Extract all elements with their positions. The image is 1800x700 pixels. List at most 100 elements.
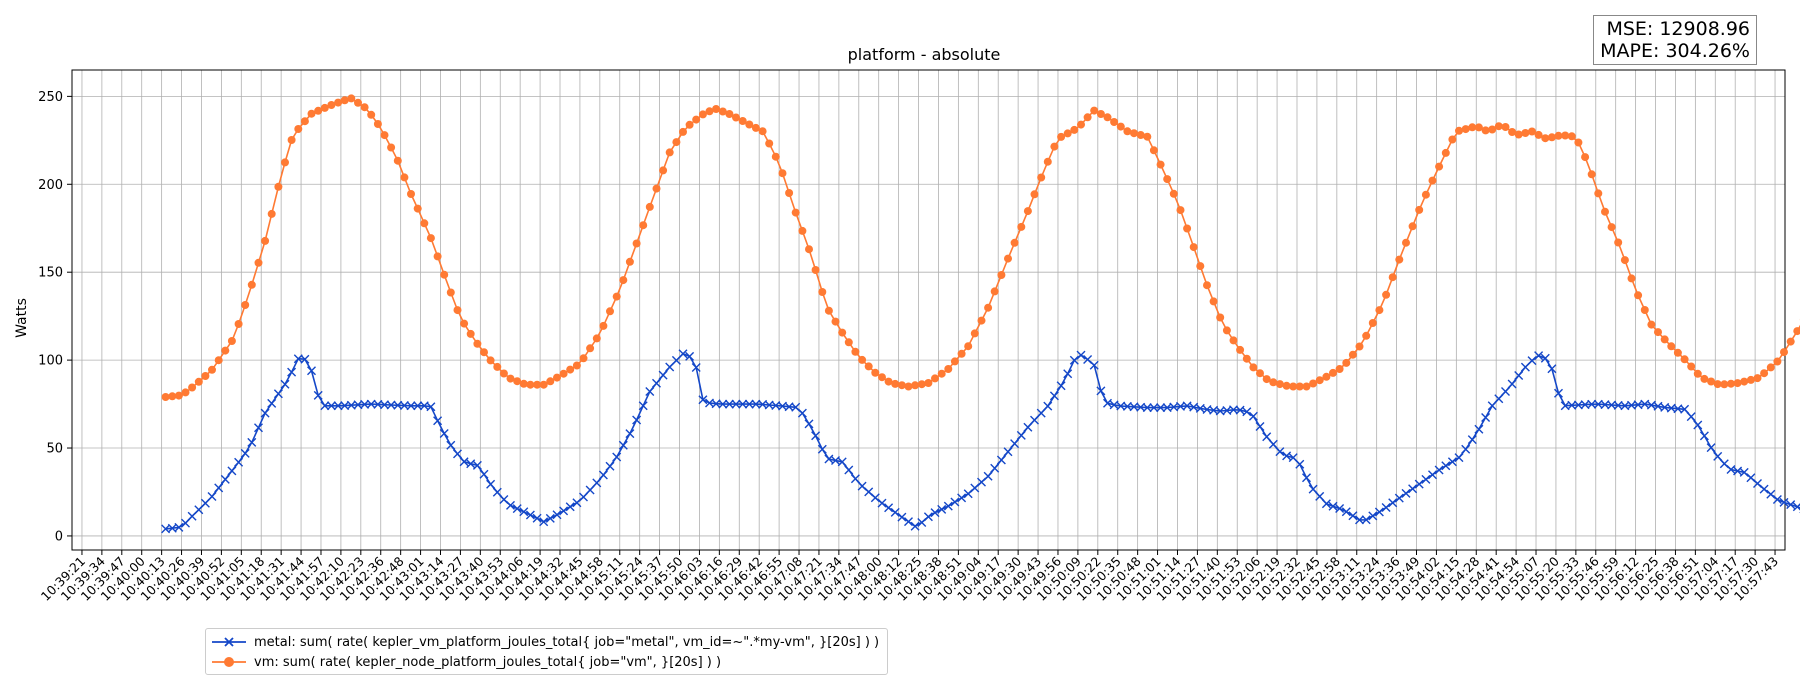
data-point — [1236, 345, 1245, 354]
data-point — [1441, 461, 1451, 471]
data-point — [1229, 336, 1238, 345]
data-point — [466, 459, 476, 469]
grid-lines — [72, 70, 1785, 550]
data-point — [1289, 382, 1298, 391]
data-point — [1401, 488, 1411, 498]
data-point — [333, 401, 343, 411]
data-point — [1142, 403, 1152, 413]
data-point — [1779, 497, 1789, 507]
data-point — [1036, 408, 1046, 418]
data-point — [910, 521, 920, 531]
data-point — [261, 236, 270, 245]
data-point — [838, 328, 847, 337]
data-point — [1216, 313, 1225, 322]
data-point — [605, 461, 615, 471]
data-point — [1620, 256, 1629, 265]
data-point — [1295, 382, 1304, 391]
data-point — [1693, 369, 1702, 378]
data-point — [1037, 173, 1046, 182]
data-point — [453, 306, 462, 315]
data-point — [950, 497, 960, 507]
data-point — [241, 301, 250, 309]
data-point — [1528, 127, 1536, 136]
data-point — [513, 377, 522, 386]
data-point — [1381, 503, 1391, 512]
data-point — [877, 498, 887, 508]
data-point — [1302, 382, 1311, 391]
y-tick-label: 250 — [38, 90, 63, 105]
data-point — [612, 292, 621, 301]
data-point — [1322, 372, 1331, 381]
data-point — [858, 355, 867, 364]
data-point — [1540, 353, 1550, 363]
data-point — [1547, 364, 1557, 374]
data-point — [1733, 379, 1742, 388]
data-point — [579, 354, 588, 363]
data-point — [983, 471, 993, 481]
data-point — [725, 110, 734, 118]
data-point — [1309, 379, 1318, 388]
data-point — [1050, 142, 1059, 151]
data-point — [1461, 444, 1471, 454]
data-point — [267, 209, 276, 218]
data-point — [837, 457, 847, 467]
data-point — [665, 148, 674, 157]
data-point — [1740, 377, 1749, 386]
data-point — [1004, 254, 1012, 263]
data-point — [957, 493, 967, 503]
data-point — [1149, 403, 1159, 413]
data-point — [1501, 387, 1510, 396]
data-point — [744, 399, 754, 409]
data-point — [824, 306, 833, 315]
data-point — [393, 400, 403, 410]
data-point — [1016, 430, 1026, 440]
data-point — [1096, 386, 1106, 396]
data-point — [831, 456, 840, 465]
data-point — [691, 363, 701, 372]
data-point — [360, 103, 369, 112]
data-point — [698, 395, 708, 405]
data-point — [731, 399, 741, 409]
data-point — [1501, 123, 1510, 131]
data-point — [870, 493, 880, 503]
data-point — [1189, 243, 1198, 252]
data-point — [1043, 401, 1053, 411]
data-point — [1481, 413, 1491, 422]
legend-item-metal: metal: sum( rate( kepler_vm_platform_jou… — [212, 632, 879, 652]
data-point — [181, 518, 190, 528]
data-point — [1448, 135, 1457, 144]
data-point — [1587, 399, 1597, 409]
data-point — [771, 152, 780, 161]
data-point — [1183, 224, 1192, 233]
data-point — [592, 334, 601, 343]
data-point — [188, 383, 197, 392]
data-point — [1753, 479, 1762, 488]
data-point — [1335, 365, 1344, 373]
data-point — [1375, 306, 1384, 315]
data-point — [1069, 355, 1079, 365]
data-point — [1382, 290, 1391, 299]
data-point — [1773, 357, 1782, 366]
data-point — [891, 379, 900, 388]
data-point — [685, 120, 694, 129]
data-point — [1388, 273, 1397, 282]
data-point — [884, 377, 893, 386]
legend-label-vm: vm: sum( rate( kepler_node_platform_joul… — [254, 654, 722, 670]
data-point — [1248, 411, 1258, 421]
data-point — [486, 356, 495, 365]
data-point — [354, 98, 362, 107]
data-point — [1023, 207, 1032, 216]
data-point — [586, 344, 595, 353]
data-point — [174, 391, 183, 400]
data-point — [1561, 131, 1570, 140]
data-point — [1547, 133, 1556, 142]
data-point — [1640, 306, 1649, 314]
data-point — [1634, 291, 1643, 300]
data-point — [884, 503, 894, 513]
data-point — [1063, 369, 1073, 379]
mse-label: MSE: 12908.96 — [1606, 18, 1750, 40]
data-point — [386, 400, 396, 410]
data-point — [1699, 431, 1709, 441]
data-point — [639, 221, 648, 230]
data-point — [274, 182, 283, 191]
